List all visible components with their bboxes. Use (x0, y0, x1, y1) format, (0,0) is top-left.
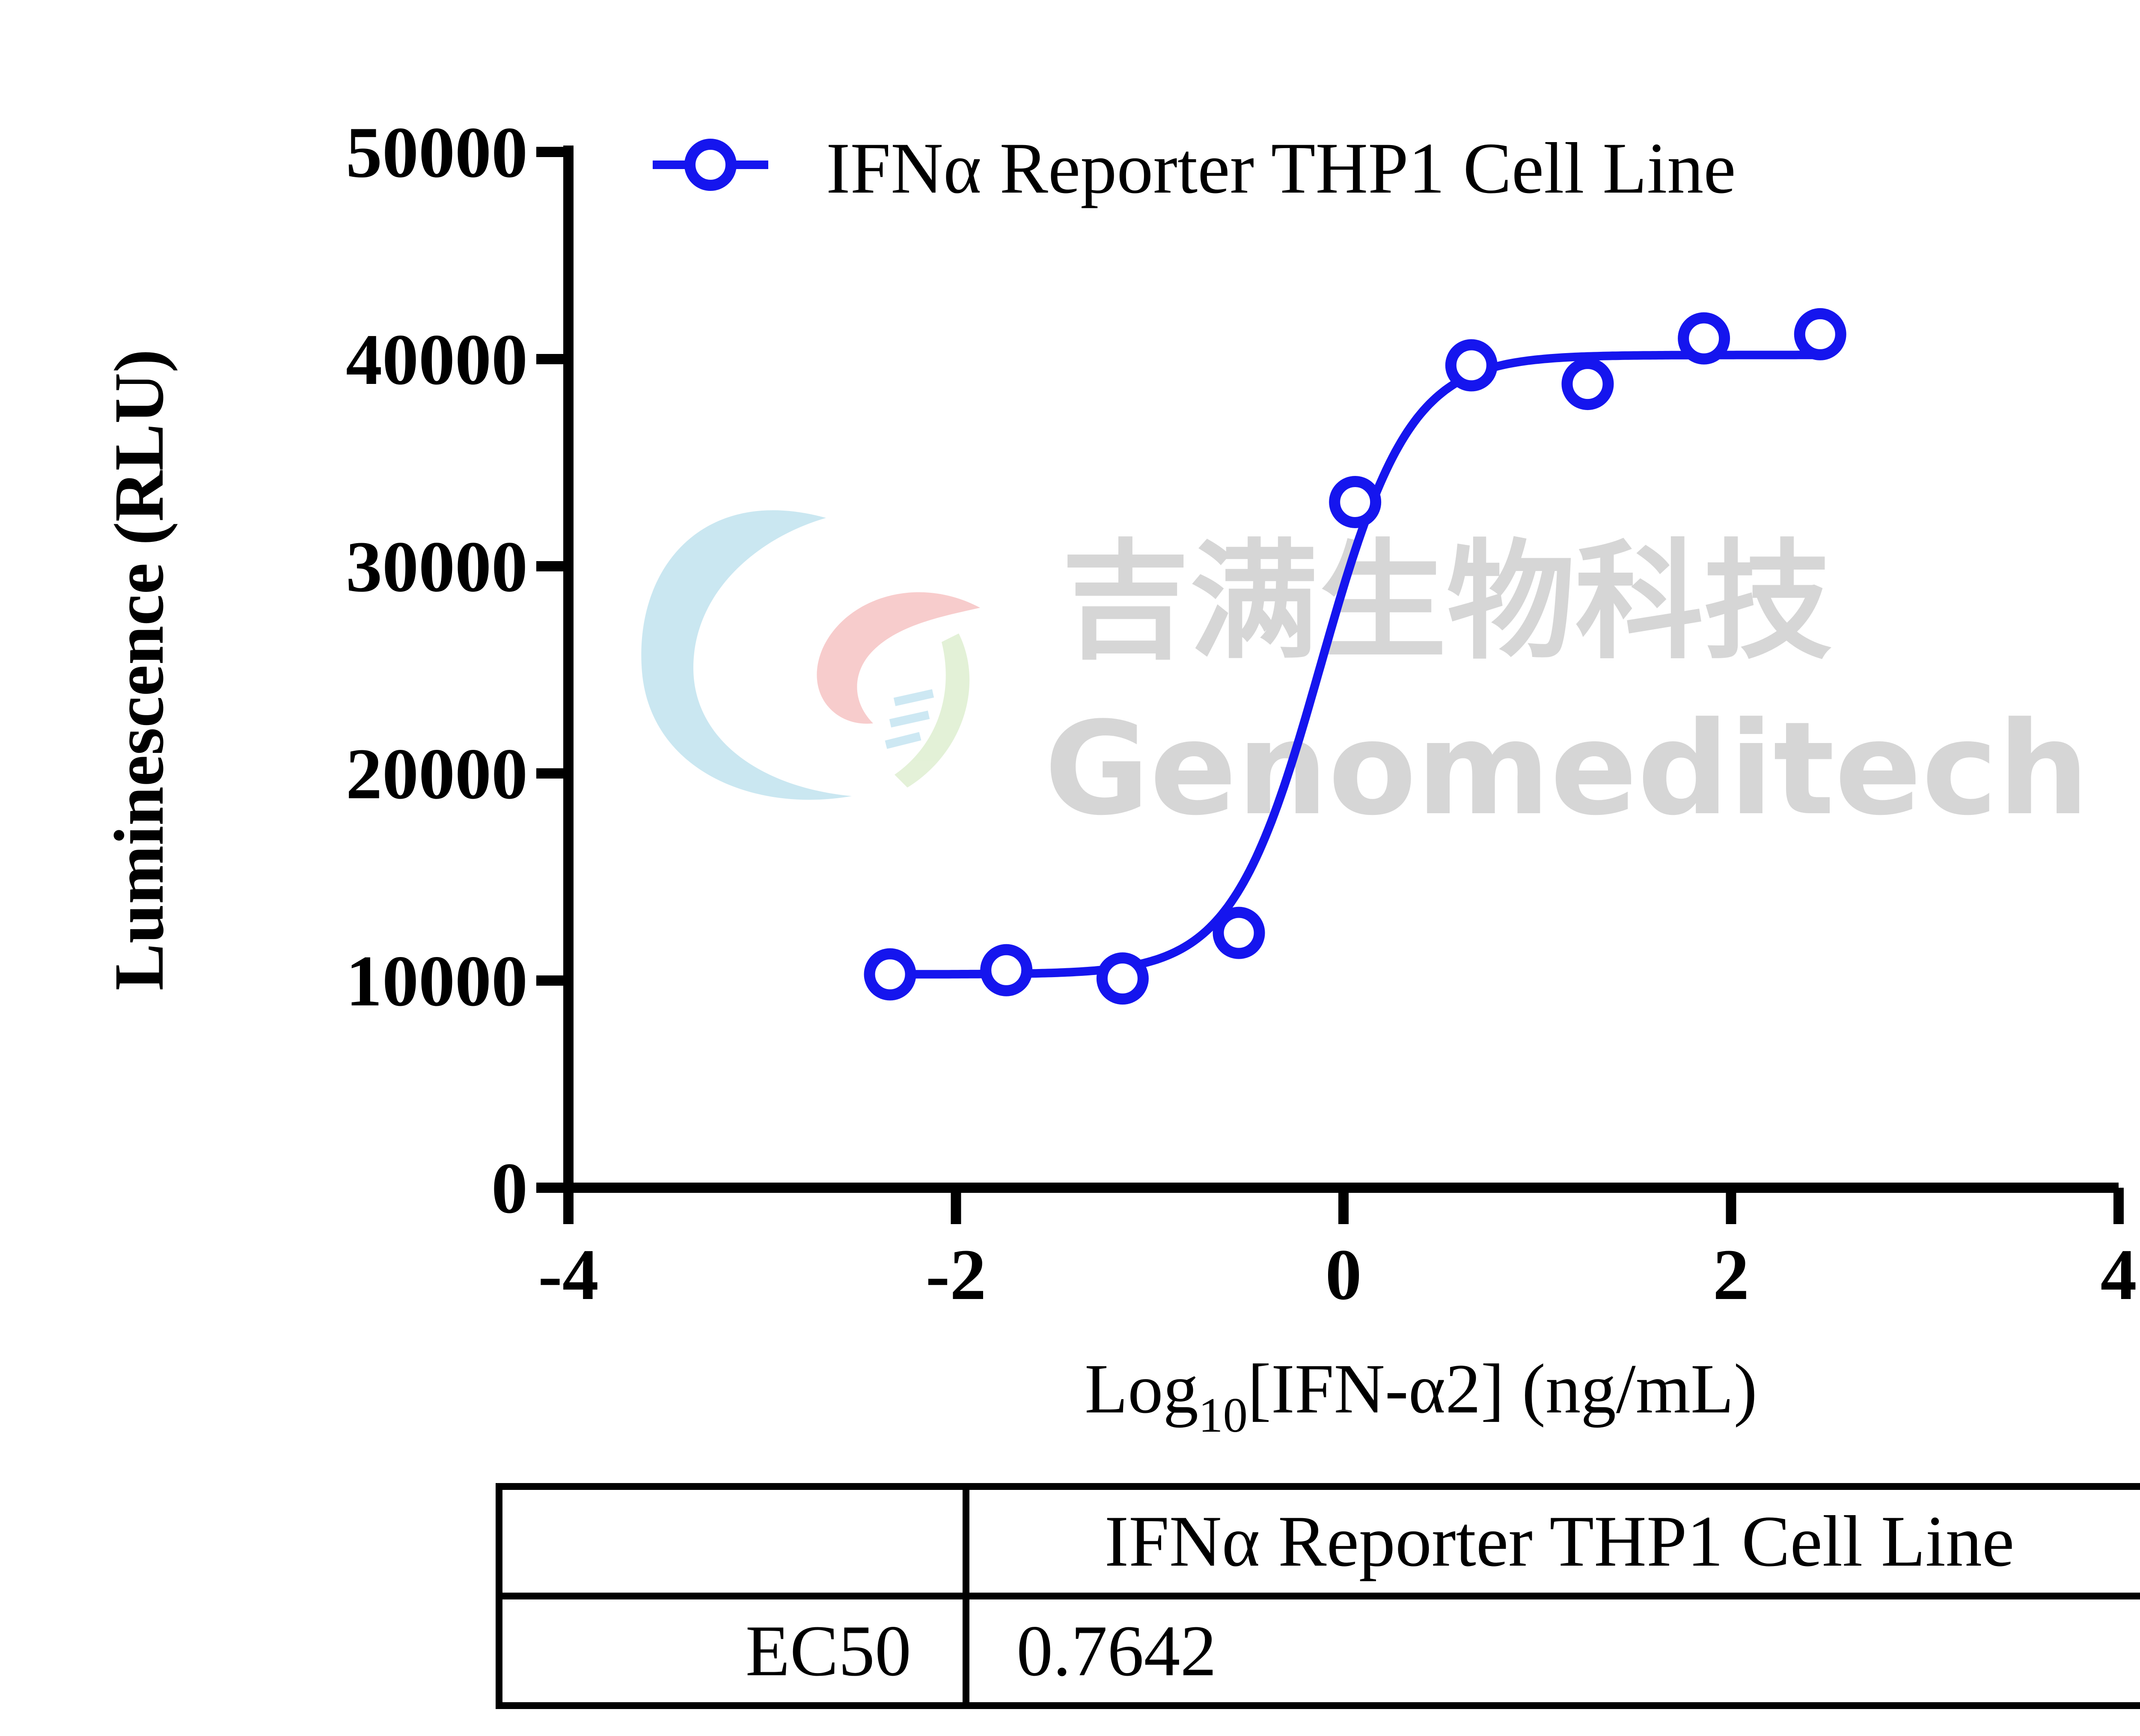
legend-marker (684, 139, 737, 191)
y-tick-label: 50000 (346, 112, 528, 193)
ticks (536, 147, 2124, 1224)
data-point (1329, 476, 1382, 528)
y-tick-label: 40000 (346, 319, 528, 400)
y-axis-title: Luminescence (RLU) (100, 349, 178, 991)
y-tick-label: 20000 (346, 734, 528, 814)
data-point (1213, 907, 1265, 959)
ec50-table: IFNα Reporter THP1 Cell Line EC50 0.7642 (496, 1483, 2140, 1709)
watermark-logo (641, 510, 980, 800)
x-axis-title-rest: [IFN-α2] (ng/mL) (1248, 1350, 1757, 1428)
data-points (864, 308, 1846, 1005)
y-tick-label: 30000 (346, 526, 528, 607)
data-point (1561, 358, 1614, 410)
x-axis-title-sub: 10 (1198, 1388, 1248, 1442)
data-point (1096, 952, 1149, 1005)
table-header-empty-cell (496, 1483, 969, 1599)
tick-labels: 0 10000 20000 30000 40000 50000 -4 -2 0 2 4 (346, 112, 2137, 1315)
data-point (1678, 312, 1730, 365)
legend: IFNα Reporter THP1 Cell Line (653, 128, 1736, 208)
y-tick-label: 10000 (346, 941, 528, 1021)
x-tick-label: -2 (926, 1234, 987, 1315)
table-row-label: EC50 (496, 1593, 969, 1709)
fit-curve (890, 351, 1820, 979)
watermark-en: Genomeditech (1044, 694, 2089, 844)
data-point (1794, 308, 1846, 360)
table-header-row: IFNα Reporter THP1 Cell Line (496, 1483, 2140, 1599)
table-row: EC50 0.7642 (496, 1593, 2140, 1709)
x-tick-label: -4 (538, 1234, 599, 1315)
x-tick-label: 0 (1326, 1234, 1362, 1315)
table-row-value: 0.7642 (963, 1593, 2140, 1709)
watermark-cn: 吉满生物科技 (1061, 527, 1832, 677)
x-axis-title: Log10[IFN-α2] (ng/mL) (1085, 1350, 1757, 1442)
x-axis-title-main: Log (1085, 1350, 1198, 1428)
data-point (864, 948, 916, 1001)
y-tick-label: 0 (491, 1148, 528, 1228)
legend-label: IFNα Reporter THP1 Cell Line (826, 128, 1736, 208)
table-header-cell: IFNα Reporter THP1 Cell Line (963, 1483, 2140, 1599)
data-point (1445, 339, 1498, 392)
x-tick-label: 4 (2101, 1234, 2137, 1315)
x-tick-label: 2 (1713, 1234, 1749, 1315)
data-point (980, 944, 1033, 996)
